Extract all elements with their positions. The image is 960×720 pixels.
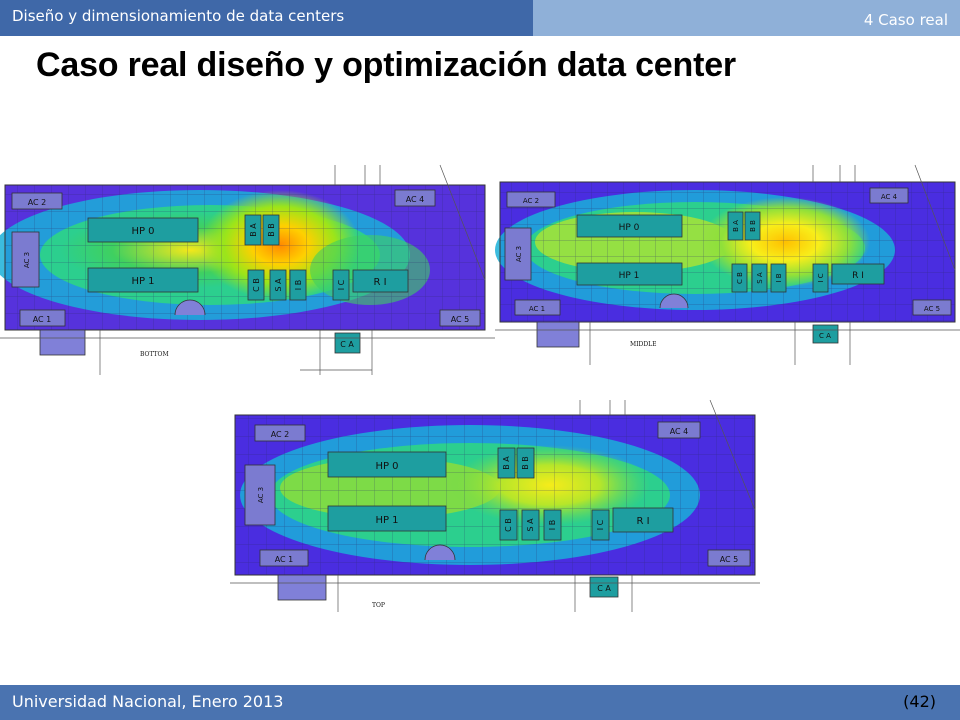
svg-text:S A: S A [274, 278, 283, 292]
svg-text:I C: I C [596, 519, 605, 530]
svg-text:B A: B A [502, 456, 511, 470]
caption-top: TOP [372, 602, 385, 609]
presentation-title: Diseño y dimensionamiento de data center… [12, 7, 345, 25]
svg-text:AC 5: AC 5 [720, 555, 739, 564]
svg-text:AC 2: AC 2 [28, 198, 47, 207]
svg-text:AC 3: AC 3 [23, 252, 31, 268]
svg-text:R I: R I [636, 516, 649, 527]
svg-text:I B: I B [775, 273, 783, 282]
svg-text:C A: C A [597, 584, 611, 593]
floor-plan-middle: AC 2 AC 4 AC 3 AC 1 AC 5 HP 0 HP 1 B A B… [495, 164, 960, 365]
header-right-band: 4 Caso real [533, 0, 960, 36]
svg-text:I B: I B [548, 520, 557, 530]
floor-plan-top: AC 2 AC 4 AC 3 AC 1 AC 5 HP 0 HP 1 B A B… [230, 400, 760, 612]
svg-text:C A: C A [340, 340, 354, 349]
svg-text:I C: I C [337, 279, 346, 290]
footer-institution: Universidad Nacional, Enero 2013 [12, 692, 284, 711]
svg-text:AC 5: AC 5 [924, 305, 940, 313]
svg-text:HP 0: HP 0 [131, 226, 154, 237]
svg-text:S A: S A [526, 518, 535, 532]
svg-text:C B: C B [252, 278, 261, 292]
header-left-band: Diseño y dimensionamiento de data center… [0, 0, 533, 36]
page-number: (42) [903, 692, 936, 711]
svg-text:AC 2: AC 2 [523, 197, 539, 205]
svg-text:S A: S A [756, 272, 764, 284]
svg-text:B A: B A [732, 220, 740, 232]
footer-bar: Universidad Nacional, Enero 2013 [0, 685, 960, 720]
floor-plan-bottom: AC 2 AC 4 AC 3 AC 1 AC 5 HP 0 HP 1 B A B… [0, 164, 495, 375]
svg-text:AC 4: AC 4 [881, 193, 898, 201]
svg-text:B A: B A [249, 223, 258, 237]
svg-text:HP 0: HP 0 [619, 223, 640, 233]
svg-text:C B: C B [736, 272, 744, 284]
svg-text:AC 1: AC 1 [529, 305, 545, 313]
heatmap-bottom: AC 2 AC 4 AC 3 AC 1 AC 5 HP 0 HP 1 B A B… [0, 160, 495, 380]
caption-bottom: BOTTOM [140, 351, 169, 358]
svg-text:AC 2: AC 2 [271, 430, 290, 439]
svg-text:B B: B B [521, 456, 530, 470]
svg-text:C B: C B [504, 518, 513, 532]
svg-text:AC 1: AC 1 [33, 315, 52, 324]
svg-text:HP 0: HP 0 [375, 461, 398, 472]
heatmap-middle: AC 2 AC 4 AC 3 AC 1 AC 5 HP 0 HP 1 B A B… [495, 160, 960, 380]
svg-text:C A: C A [819, 332, 831, 340]
svg-text:B B: B B [267, 223, 276, 237]
svg-text:R I: R I [852, 271, 864, 281]
svg-text:AC 1: AC 1 [275, 555, 294, 564]
svg-text:HP 1: HP 1 [131, 276, 154, 287]
header-bar: Diseño y dimensionamiento de data center… [0, 0, 960, 36]
slide-title: Caso real diseño y optimización data cen… [36, 46, 736, 84]
svg-text:AC 4: AC 4 [406, 195, 425, 204]
caption-middle: MIDDLE [630, 341, 657, 348]
svg-text:I B: I B [294, 280, 303, 290]
svg-text:HP 1: HP 1 [619, 271, 640, 281]
section-label: 4 Caso real [863, 11, 948, 29]
svg-text:AC 3: AC 3 [257, 487, 265, 503]
svg-text:HP 1: HP 1 [375, 515, 398, 526]
heatmap-top: AC 2 AC 4 AC 3 AC 1 AC 5 HP 0 HP 1 B A B… [230, 400, 760, 615]
svg-text:AC 4: AC 4 [670, 427, 689, 436]
svg-text:R I: R I [373, 277, 386, 288]
svg-text:I C: I C [817, 273, 825, 282]
svg-text:AC 5: AC 5 [451, 315, 470, 324]
svg-text:B B: B B [749, 220, 757, 232]
svg-text:AC 3: AC 3 [515, 246, 523, 262]
